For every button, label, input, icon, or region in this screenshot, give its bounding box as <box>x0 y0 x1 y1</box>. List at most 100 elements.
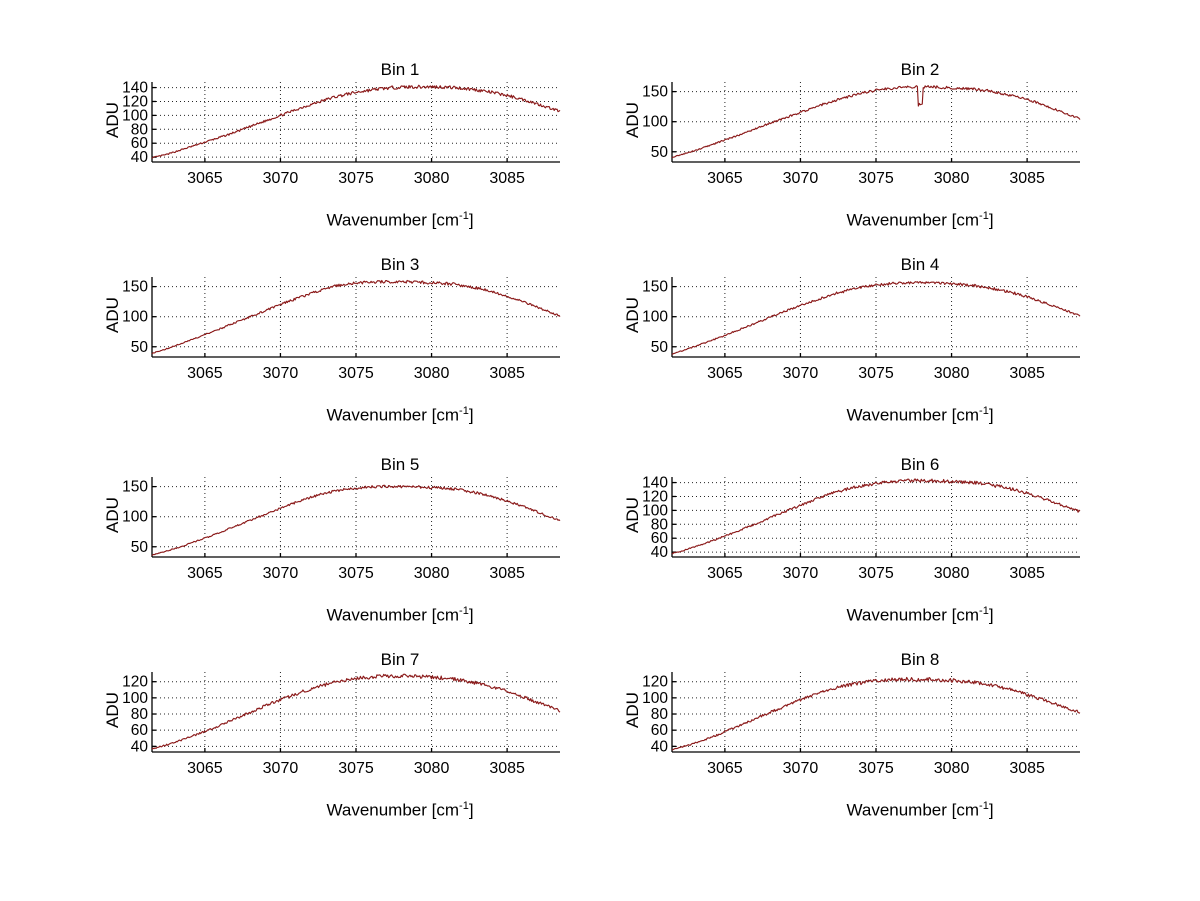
y-tick-label: 100 <box>122 309 148 326</box>
y-tick-label: 60 <box>651 530 669 547</box>
y-tick-label: 60 <box>651 722 669 739</box>
y-tick-label: 40 <box>651 544 669 561</box>
spectrum-line <box>671 676 1081 751</box>
spectrum-line <box>151 279 561 355</box>
x-axis-label: Wavenumber [cm-1] <box>100 800 700 821</box>
x-axis-label-text: Wavenumber [cm <box>846 800 980 820</box>
plot-area: 50 100 150 3065 3070 3075 3080 3085 <box>626 271 1090 399</box>
y-tick-label: 100 <box>642 309 668 326</box>
y-tick-label: 40 <box>651 738 669 755</box>
x-tick-label: 3085 <box>1009 760 1045 777</box>
plot-area: 50 100 150 3065 3070 3075 3080 3085 <box>106 271 570 399</box>
subplot-title: Bin 5 <box>380 455 420 474</box>
x-tick-label: 3075 <box>858 170 894 187</box>
y-tick-label: 140 <box>122 80 148 97</box>
x-tick-label: 3080 <box>414 170 450 187</box>
x-axis-label-exponent: -1 <box>459 605 469 617</box>
x-axis-label-text: Wavenumber [cm <box>326 405 460 425</box>
x-tick-label: 3065 <box>707 365 743 382</box>
subplot-panel-2: Bin 2 ADU Wavenumber [cm-1] 50 100 150 3065 307… <box>620 60 1200 255</box>
x-axis-label: Wavenumber [cm-1] <box>620 210 1200 231</box>
x-tick-label: 3070 <box>263 170 299 187</box>
y-tick-label: 60 <box>131 722 149 739</box>
x-tick-label: 3085 <box>1009 565 1045 582</box>
x-axis-label-bracket: ] <box>988 210 994 230</box>
x-tick-label: 3080 <box>934 565 970 582</box>
x-tick-label: 3075 <box>858 760 894 777</box>
x-tick-label: 3075 <box>338 170 374 187</box>
y-tick-label: 80 <box>651 706 669 723</box>
y-tick-label: 80 <box>131 121 149 138</box>
subplot-panel-4: Bin 4 ADU Wavenumber [cm-1] 50 100 150 3065 307… <box>620 255 1200 450</box>
x-tick-label: 3070 <box>263 565 299 582</box>
y-tick-label: 60 <box>131 135 149 152</box>
y-tick-label: 150 <box>642 279 668 296</box>
y-tick-label: 50 <box>651 339 669 356</box>
x-tick-label: 3070 <box>263 760 299 777</box>
y-tick-label: 50 <box>131 339 149 356</box>
x-axis-label-bracket: ] <box>468 405 474 425</box>
x-tick-label: 3070 <box>783 760 819 777</box>
x-tick-label: 3065 <box>707 760 743 777</box>
y-tick-label: 100 <box>642 114 668 131</box>
x-axis-label-text: Wavenumber [cm <box>846 405 980 425</box>
x-axis-label-text: Wavenumber [cm <box>326 800 460 820</box>
plot-area: 40 60 80 100 120 140 3065 3070 3075 3080 3085 <box>106 76 570 204</box>
x-tick-label: 3075 <box>858 565 894 582</box>
y-tick-label: 120 <box>122 674 148 691</box>
x-axis-label-bracket: ] <box>988 800 994 820</box>
x-tick-label: 3075 <box>338 760 374 777</box>
x-tick-label: 3075 <box>338 565 374 582</box>
x-tick-label: 3070 <box>783 365 819 382</box>
x-axis-label-bracket: ] <box>988 605 994 625</box>
y-tick-label: 50 <box>651 144 669 161</box>
x-axis-label-exponent: -1 <box>459 210 469 222</box>
y-tick-label: 40 <box>131 149 149 166</box>
subplot-panel-8: Bin 8 ADU Wavenumber [cm-1] 40 60 80 100 120 306… <box>620 650 1200 845</box>
subplot-title: Bin 3 <box>380 255 420 274</box>
x-axis-label: Wavenumber [cm-1] <box>100 605 700 626</box>
subplot-title: Bin 7 <box>380 650 420 669</box>
spectrum-line <box>671 85 1081 159</box>
x-axis-label-text: Wavenumber [cm <box>846 210 980 230</box>
spectrum-line <box>151 84 561 159</box>
x-tick-label: 3065 <box>187 760 223 777</box>
x-axis-label-exponent: -1 <box>459 800 469 812</box>
x-axis-label-exponent: -1 <box>979 210 989 222</box>
subplot-panel-1: Bin 1 ADU Wavenumber [cm-1] 40 60 80 100 120 140… <box>100 60 700 255</box>
x-tick-label: 3065 <box>187 170 223 187</box>
y-tick-label: 100 <box>642 502 668 519</box>
y-tick-label: 100 <box>122 107 148 124</box>
y-tick-label: 120 <box>642 488 668 505</box>
x-axis-label-exponent: -1 <box>979 800 989 812</box>
x-tick-label: 3080 <box>934 170 970 187</box>
y-tick-label: 150 <box>642 84 668 101</box>
x-axis-label: Wavenumber [cm-1] <box>620 800 1200 821</box>
subplot-title: Bin 6 <box>900 455 940 474</box>
y-tick-label: 100 <box>642 690 668 707</box>
subplot-panel-5: Bin 5 ADU Wavenumber [cm-1] 50 100 150 3065 307… <box>100 455 700 650</box>
subplot-title: Bin 1 <box>380 60 420 79</box>
plot-area: 40 60 80 100 120 140 3065 3070 3075 3080 3085 <box>626 471 1090 599</box>
x-axis-label-bracket: ] <box>468 800 474 820</box>
y-tick-label: 140 <box>642 475 668 492</box>
plot-area: 50 100 150 3065 3070 3075 3080 3085 <box>106 471 570 599</box>
x-tick-label: 3070 <box>783 565 819 582</box>
y-tick-label: 150 <box>122 279 148 296</box>
x-axis-label-text: Wavenumber [cm <box>846 605 980 625</box>
plot-area: 50 100 150 3065 3070 3075 3080 3085 <box>626 76 1090 204</box>
plot-area: 40 60 80 100 120 3065 3070 3075 3080 3085 <box>106 666 570 794</box>
x-axis-label: Wavenumber [cm-1] <box>100 210 700 231</box>
x-axis-label-bracket: ] <box>988 405 994 425</box>
subplot-title: Bin 2 <box>900 60 940 79</box>
x-tick-label: 3080 <box>414 760 450 777</box>
x-tick-label: 3065 <box>187 565 223 582</box>
x-axis-label-bracket: ] <box>468 605 474 625</box>
x-tick-label: 3065 <box>707 170 743 187</box>
x-axis-label-exponent: -1 <box>979 605 989 617</box>
y-tick-label: 80 <box>131 706 149 723</box>
x-tick-label: 3085 <box>1009 365 1045 382</box>
x-axis-label-bracket: ] <box>468 210 474 230</box>
x-tick-label: 3080 <box>414 565 450 582</box>
